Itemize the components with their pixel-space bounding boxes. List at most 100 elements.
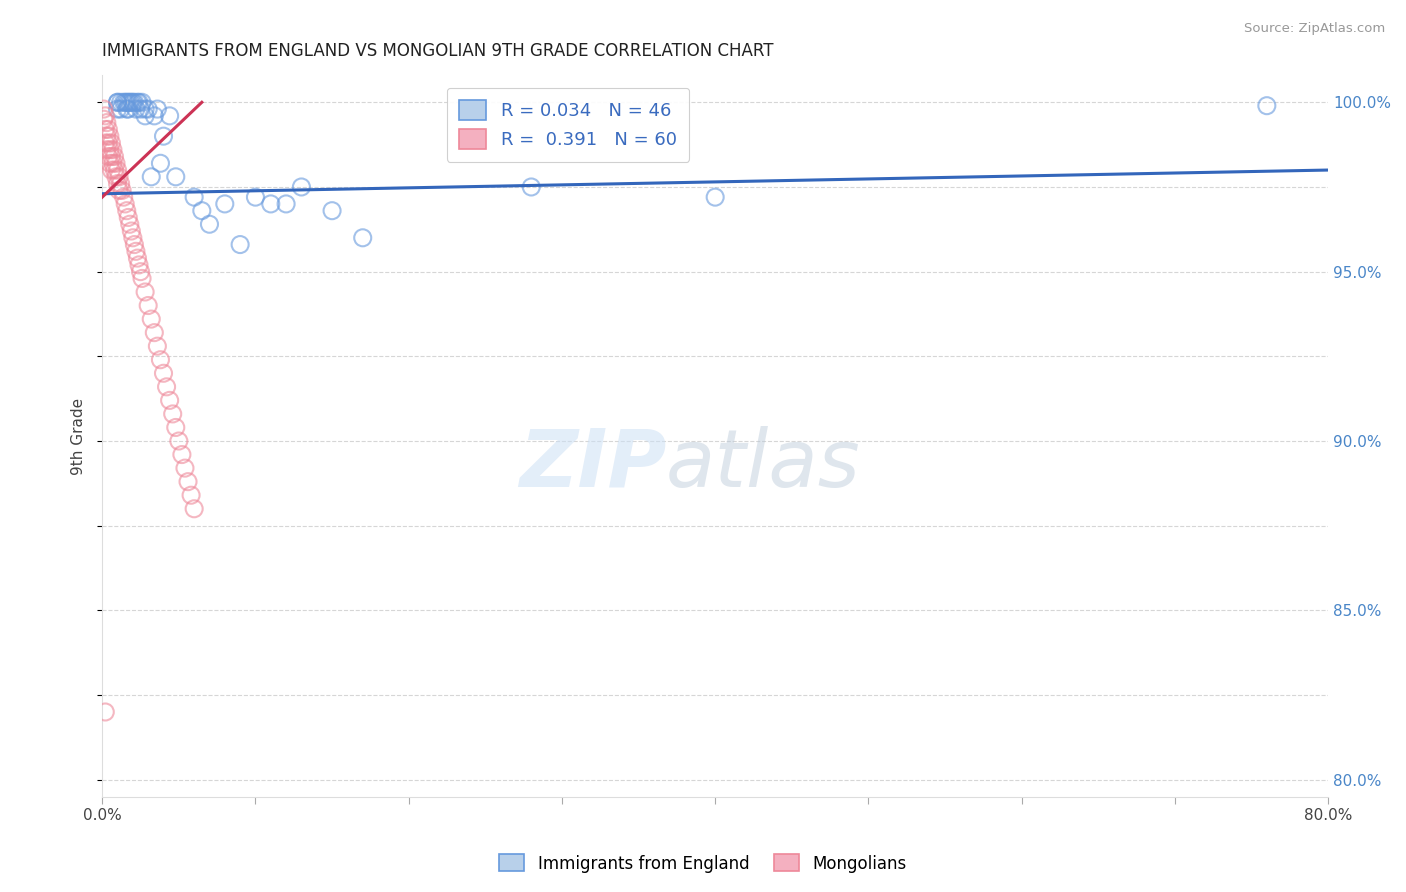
Point	[245, 190, 267, 204]
Point	[143, 109, 166, 123]
Point	[101, 143, 124, 157]
Point	[159, 109, 181, 123]
Point	[115, 102, 138, 116]
Point	[191, 203, 214, 218]
Point	[174, 461, 197, 475]
Point	[321, 203, 343, 218]
Point	[97, 122, 120, 136]
Point	[124, 95, 146, 110]
Point	[110, 177, 132, 191]
Point	[198, 217, 221, 231]
Point	[111, 183, 134, 197]
Point	[124, 237, 146, 252]
Text: IMMIGRANTS FROM ENGLAND VS MONGOLIAN 9TH GRADE CORRELATION CHART: IMMIGRANTS FROM ENGLAND VS MONGOLIAN 9TH…	[103, 42, 773, 60]
Point	[149, 156, 172, 170]
Point	[290, 180, 312, 194]
Point	[98, 129, 121, 144]
Point	[93, 102, 115, 116]
Point	[131, 271, 153, 285]
Point	[94, 122, 117, 136]
Legend: R = 0.034   N = 46, R =  0.391   N = 60: R = 0.034 N = 46, R = 0.391 N = 60	[447, 87, 689, 162]
Point	[159, 393, 181, 408]
Point	[118, 95, 141, 110]
Point	[704, 190, 727, 204]
Point	[136, 299, 159, 313]
Point	[167, 434, 190, 448]
Point	[120, 224, 142, 238]
Point	[94, 109, 117, 123]
Point	[131, 95, 153, 110]
Point	[108, 183, 131, 197]
Point	[107, 163, 129, 178]
Point	[101, 156, 124, 170]
Point	[149, 352, 172, 367]
Point	[134, 109, 156, 123]
Y-axis label: 9th Grade: 9th Grade	[72, 397, 86, 475]
Point	[128, 258, 150, 272]
Point	[214, 197, 236, 211]
Point	[97, 149, 120, 163]
Point	[115, 203, 138, 218]
Point	[229, 237, 252, 252]
Point	[177, 475, 200, 489]
Point	[121, 95, 143, 110]
Point	[146, 102, 169, 116]
Point	[127, 95, 149, 110]
Point	[110, 95, 132, 110]
Point	[107, 95, 129, 110]
Point	[146, 339, 169, 353]
Point	[94, 136, 117, 150]
Point	[129, 265, 152, 279]
Point	[96, 129, 118, 144]
Point	[114, 95, 136, 110]
Point	[108, 169, 131, 184]
Point	[143, 326, 166, 340]
Point	[93, 112, 115, 127]
Point	[134, 285, 156, 299]
Text: ZIP: ZIP	[519, 425, 666, 504]
Point	[107, 177, 129, 191]
Point	[103, 149, 125, 163]
Text: Source: ZipAtlas.com: Source: ZipAtlas.com	[1244, 22, 1385, 36]
Point	[96, 143, 118, 157]
Point	[114, 197, 136, 211]
Point	[125, 102, 148, 116]
Point	[128, 95, 150, 110]
Point	[165, 420, 187, 434]
Point	[105, 156, 128, 170]
Point	[121, 231, 143, 245]
Point	[112, 95, 135, 110]
Point	[117, 95, 139, 110]
Point	[117, 102, 139, 116]
Point	[125, 244, 148, 259]
Point	[352, 231, 374, 245]
Point	[136, 102, 159, 116]
Point	[129, 102, 152, 116]
Point	[120, 95, 142, 110]
Point	[112, 190, 135, 204]
Point	[96, 115, 118, 129]
Point	[100, 163, 122, 178]
Point	[162, 407, 184, 421]
Point	[274, 197, 297, 211]
Point	[170, 448, 193, 462]
Point	[107, 102, 129, 116]
Point	[98, 143, 121, 157]
Point	[127, 251, 149, 265]
Point	[165, 169, 187, 184]
Point	[97, 136, 120, 150]
Point	[115, 95, 138, 110]
Point	[107, 95, 129, 110]
Point	[105, 169, 128, 184]
Point	[100, 149, 122, 163]
Point	[98, 156, 121, 170]
Text: atlas: atlas	[666, 425, 860, 504]
Point	[134, 102, 156, 116]
Legend: Immigrants from England, Mongolians: Immigrants from England, Mongolians	[492, 847, 914, 880]
Point	[180, 488, 202, 502]
Point	[94, 705, 117, 719]
Point	[152, 129, 174, 144]
Point	[1256, 98, 1278, 112]
Point	[103, 163, 125, 178]
Point	[260, 197, 283, 211]
